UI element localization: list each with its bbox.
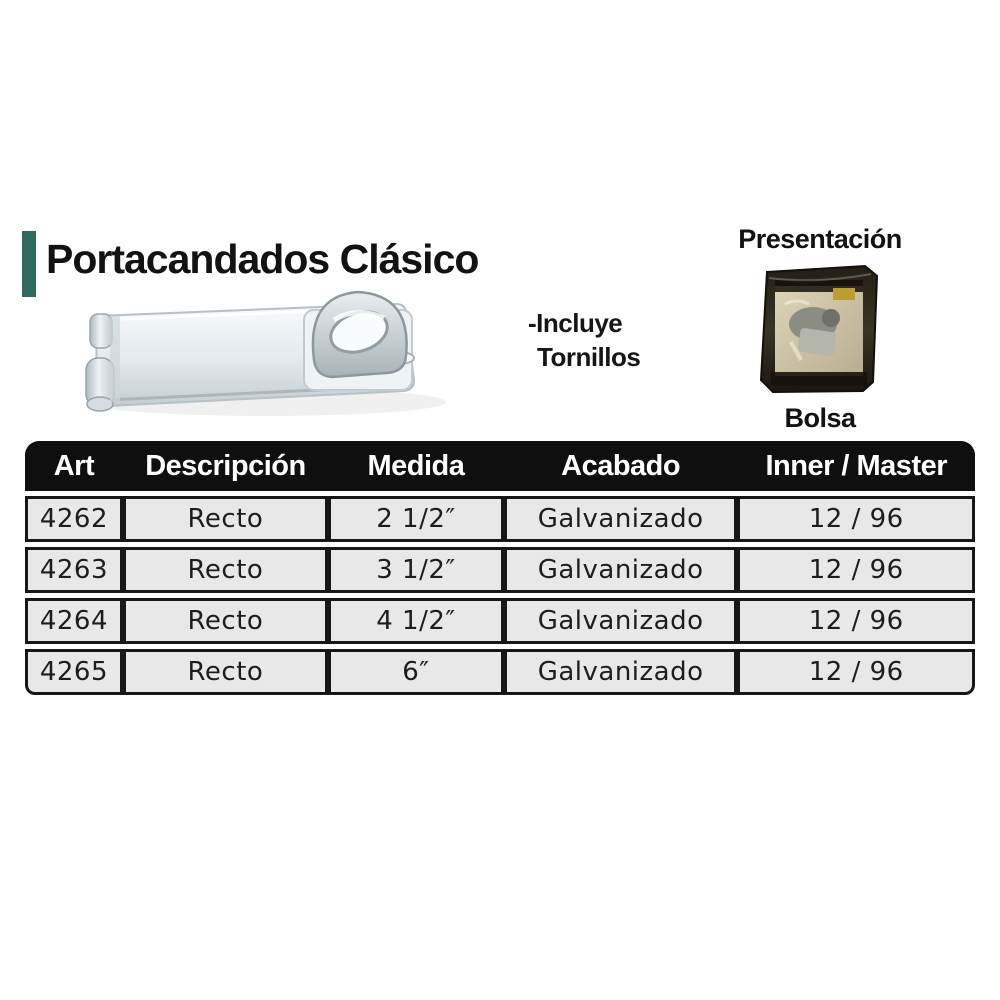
hasp-product-photo (66, 280, 484, 430)
bag-package-photo (757, 264, 883, 394)
table-cell: 4263 (25, 547, 123, 593)
table-row: 4263 Recto 3 1/2″ Galvanizado 12 / 96 (25, 547, 975, 593)
table-row: 4264 Recto 4 1/2″ Galvanizado 12 / 96 (25, 598, 975, 644)
header-cell: Art (25, 441, 123, 491)
table-body: 4262 Recto 2 1/2″ Galvanizado 12 / 96 4263 Rec… (25, 496, 975, 695)
table-cell: Galvanizado (503, 649, 738, 695)
hasp-photo-illustration (85, 290, 446, 416)
table-cell: 12 / 96 (737, 649, 975, 695)
table-row: 4262 Recto 2 1/2″ Galvanizado 12 / 96 (25, 496, 975, 542)
table-cell: 12 / 96 (737, 496, 975, 542)
table-cell: Recto (122, 598, 329, 644)
header-cell: Inner / Master (737, 441, 975, 491)
table-cell: 6″ (328, 649, 504, 695)
table-cell: 2 1/2″ (328, 496, 504, 542)
bag-photo-illustration (759, 264, 879, 394)
header-cell: Descripción (122, 441, 329, 491)
presentation-heading: Presentación (738, 224, 902, 254)
table-cell: 12 / 96 (737, 598, 975, 644)
table-cell: 4265 (25, 649, 123, 695)
includes-note-line1: -Incluye (528, 308, 623, 338)
table-cell: Recto (122, 649, 329, 695)
spec-table: Art Descripción Medida Acabado Inner / Maste… (25, 436, 975, 700)
presentation-caption: Bolsa (784, 403, 856, 433)
header-cell: Acabado (503, 441, 738, 491)
header-cell: Medida (328, 441, 504, 491)
table-cell: Galvanizado (503, 598, 738, 644)
table-cell: 4 1/2″ (328, 598, 504, 644)
table-cell: 12 / 96 (737, 547, 975, 593)
table-row: 4265 Recto 6″ Galvanizado 12 / 96 (25, 649, 975, 695)
table-cell: Galvanizado (503, 547, 738, 593)
table-cell: Recto (122, 496, 329, 542)
includes-note-line2: Tornillos (537, 342, 641, 373)
table-cell: 4264 (25, 598, 123, 644)
table-header-row: Art Descripción Medida Acabado Inner / Maste… (25, 441, 975, 491)
presentation-section: Presentación (726, 224, 914, 434)
title-accent-bar (22, 231, 36, 297)
table-cell: Recto (122, 547, 329, 593)
page-title: Portacandados Clásico (46, 236, 479, 282)
includes-note: -Incluye Tornillos (528, 306, 641, 375)
table-cell: Galvanizado (503, 496, 738, 542)
table-cell: 3 1/2″ (328, 547, 504, 593)
table-cell: 4262 (25, 496, 123, 542)
